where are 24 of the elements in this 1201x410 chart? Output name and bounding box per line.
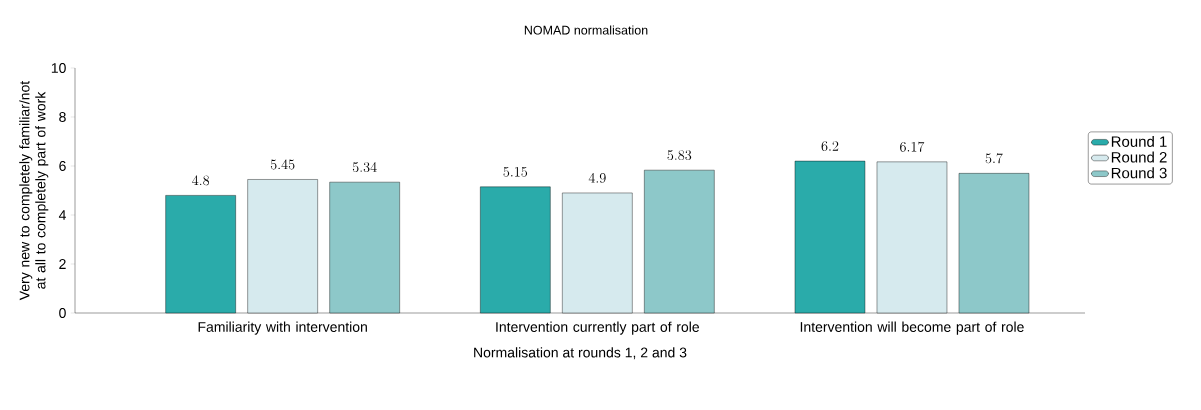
legend-label: Round 1 bbox=[1111, 135, 1167, 147]
data-label: 6. 17 bbox=[900, 141, 925, 152]
data-label: 4.8 bbox=[192, 175, 210, 186]
y-tick-label: 2 bbox=[59, 259, 66, 269]
data-label: 5.34 bbox=[352, 162, 377, 173]
y-tick-label: 4 bbox=[58, 210, 66, 220]
data-label: 4.9 bbox=[588, 172, 606, 183]
x-tick-label: Familiarity with intervention bbox=[198, 321, 367, 335]
legend-label: Round 3 bbox=[1111, 167, 1167, 179]
y-tick-label: 6 bbox=[59, 161, 66, 171]
y-tick-label: 8 bbox=[59, 112, 66, 122]
chart-title: NOMAD normalisation bbox=[524, 25, 648, 35]
x-tick-label: Intervention currently part of role bbox=[496, 321, 699, 335]
y-axis-title: Very new to completely familiar/not at all to completely part of work bbox=[19, 80, 49, 301]
data-label: 5. 15 bbox=[503, 166, 528, 177]
legend-label: Round 2 bbox=[1111, 151, 1167, 163]
data-label: 5.7 bbox=[985, 153, 1003, 164]
x-tick-label: Intervention will become part of role bbox=[800, 321, 1024, 335]
y-tick-label: 10 bbox=[51, 63, 66, 73]
data-label: 6.2 bbox=[821, 141, 839, 152]
data-label: 5.45 bbox=[270, 159, 295, 170]
data-label: 5.83 bbox=[667, 150, 692, 161]
y-tick-label: 0 bbox=[59, 308, 66, 318]
x-axis-title: Normalisation at rounds 1, 2 and 3 bbox=[474, 347, 687, 360]
